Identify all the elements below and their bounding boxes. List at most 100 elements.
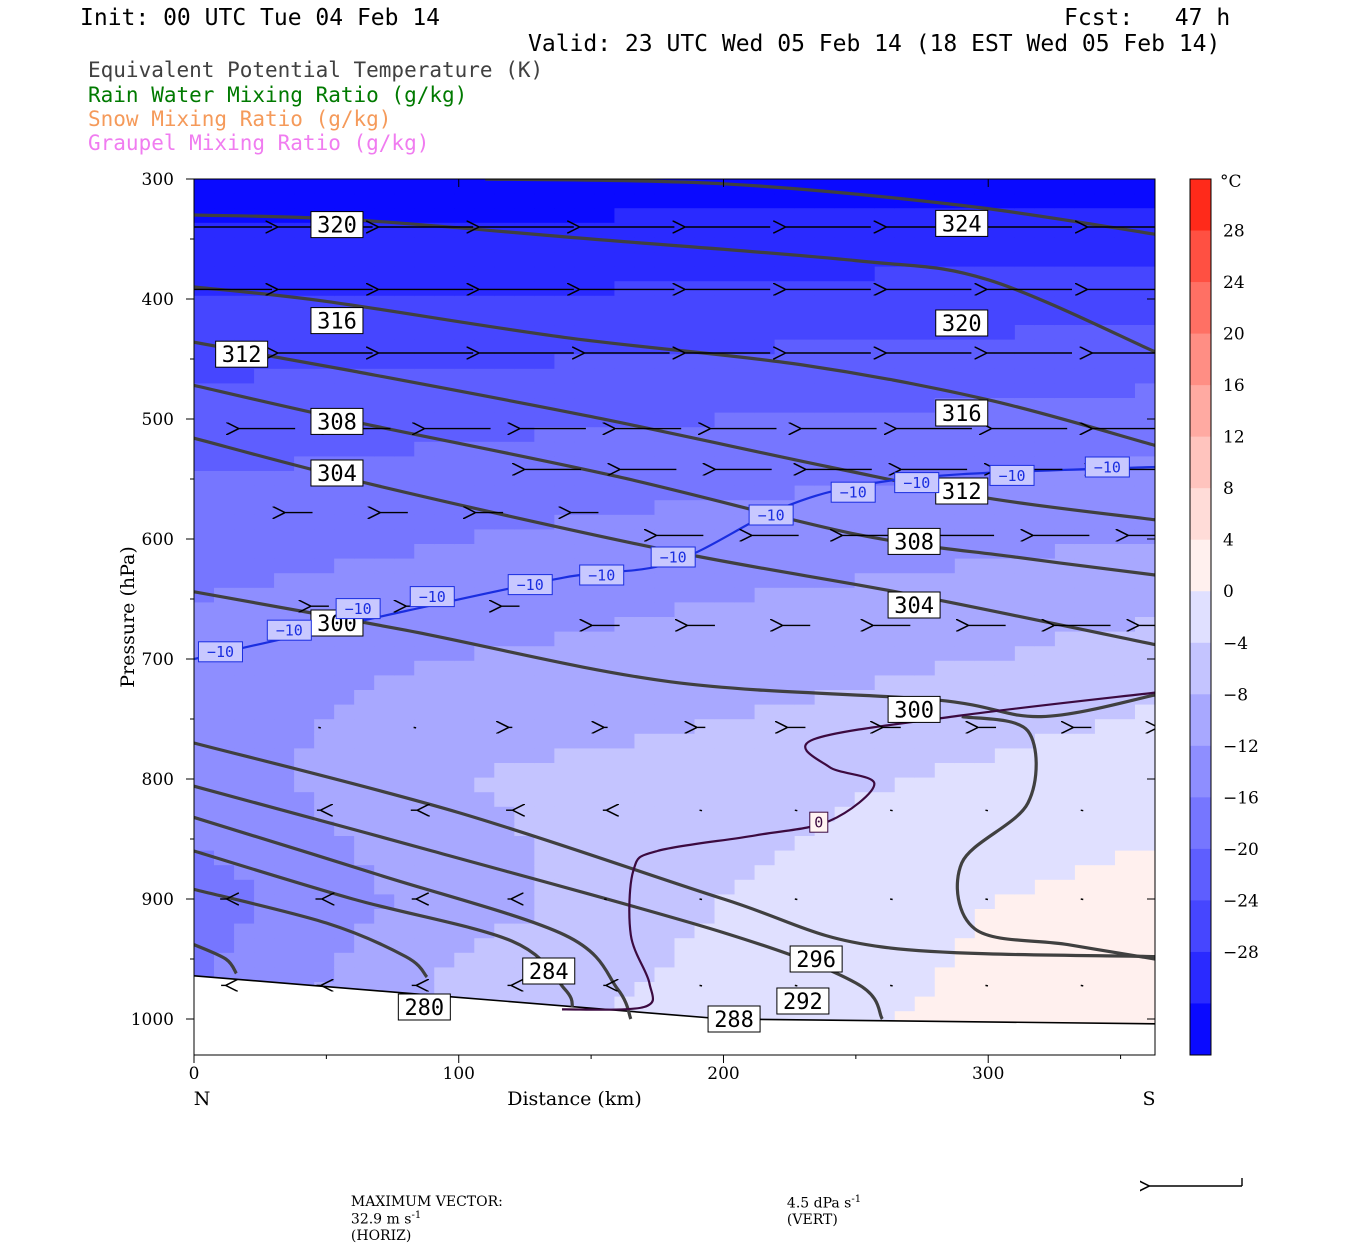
temperature-cell bbox=[514, 471, 535, 487]
temperature-cell bbox=[714, 193, 736, 209]
temperature-cell bbox=[254, 850, 275, 866]
temperature-cell bbox=[1134, 427, 1155, 443]
temperature-cell bbox=[494, 748, 515, 764]
temperature-cell bbox=[1014, 587, 1036, 603]
temperature-cell bbox=[914, 310, 936, 326]
temperature-cell bbox=[1054, 471, 1076, 487]
temperature-cell bbox=[234, 573, 255, 589]
temperature-cell bbox=[1074, 485, 1096, 501]
temperature-cell bbox=[614, 427, 636, 443]
temperature-cell bbox=[1074, 806, 1096, 822]
temperature-cell bbox=[694, 295, 716, 311]
theta-e-label: 304 bbox=[317, 462, 357, 487]
y-tick-label: 1000 bbox=[131, 1010, 174, 1030]
temperature-cell bbox=[554, 704, 575, 720]
temperature-cell bbox=[214, 617, 235, 633]
temperature-cell bbox=[954, 806, 976, 822]
temperature-cell bbox=[694, 222, 716, 238]
legend-rain: Rain Water Mixing Ratio (g/kg) bbox=[88, 83, 468, 107]
temperature-cell bbox=[654, 295, 676, 311]
temperature-cell bbox=[354, 909, 375, 925]
temperature-cell bbox=[734, 310, 756, 326]
temperature-cell bbox=[334, 909, 355, 925]
temperature-cell bbox=[574, 923, 596, 939]
temperature-cell bbox=[294, 441, 315, 457]
temperature-cell bbox=[674, 967, 696, 983]
temperature-cell bbox=[994, 894, 1016, 910]
temperature-cell bbox=[394, 500, 415, 516]
temperature-cell bbox=[674, 733, 696, 749]
temperature-cell bbox=[714, 792, 736, 808]
temperature-cell bbox=[674, 646, 696, 662]
temperature-cell bbox=[294, 412, 315, 428]
temperature-cell bbox=[434, 485, 455, 501]
temperature-cell bbox=[714, 354, 736, 370]
temperature-cell bbox=[974, 441, 996, 457]
temperature-cell bbox=[1034, 806, 1056, 822]
temperature-cell bbox=[654, 398, 676, 414]
temperature-cell bbox=[314, 675, 335, 691]
temperature-cell bbox=[754, 237, 776, 253]
temperature-cell bbox=[514, 383, 535, 399]
temperature-cell bbox=[1134, 587, 1155, 603]
temperature-cell bbox=[874, 967, 896, 983]
temperature-cell bbox=[374, 266, 395, 282]
colorbar-tick-label: 24 bbox=[1223, 273, 1245, 293]
temperature-cell bbox=[914, 748, 936, 764]
temperature-cell bbox=[354, 748, 375, 764]
temperature-cell bbox=[914, 500, 936, 516]
temperature-cell bbox=[1054, 544, 1076, 560]
temperature-cell bbox=[494, 485, 515, 501]
temperature-cell bbox=[634, 398, 656, 414]
temperature-cell bbox=[654, 252, 676, 268]
temperature-cell bbox=[734, 368, 756, 384]
temperature-cell bbox=[194, 529, 215, 545]
temperature-cell bbox=[854, 952, 876, 968]
temperature-cell bbox=[794, 339, 816, 355]
temperature-cell bbox=[654, 310, 676, 326]
temperature-cell bbox=[734, 763, 756, 779]
temperature-cell bbox=[534, 383, 555, 399]
temperature-cell bbox=[474, 573, 495, 589]
temperature-cell bbox=[494, 427, 515, 443]
temperature-cell bbox=[654, 631, 676, 647]
temperature-cell bbox=[354, 237, 375, 253]
temperature-cell bbox=[1034, 587, 1056, 603]
isotherm-minus10-label-box bbox=[197, 641, 243, 663]
wind-vector bbox=[1080, 809, 1084, 812]
temperature-cell bbox=[634, 354, 656, 370]
temperature-cell bbox=[934, 763, 956, 779]
temperature-cell bbox=[354, 836, 375, 852]
temperature-cell bbox=[1114, 938, 1136, 954]
temperature-cell bbox=[834, 675, 856, 691]
colorbar-swatch bbox=[1190, 745, 1211, 798]
temperature-cell bbox=[534, 544, 555, 560]
temperature-cell bbox=[1114, 836, 1136, 852]
temperature-cell bbox=[974, 193, 996, 209]
temperature-cell bbox=[794, 544, 816, 560]
temperature-cell bbox=[834, 982, 856, 998]
temperature-cell bbox=[1074, 398, 1096, 414]
temperature-cell bbox=[574, 909, 596, 925]
temperature-cell bbox=[1114, 879, 1136, 895]
temperature-cell bbox=[1114, 441, 1136, 457]
temperature-cell bbox=[334, 339, 355, 355]
temperature-cell bbox=[374, 325, 395, 341]
temperature-cell bbox=[814, 500, 836, 516]
temperature-cell bbox=[294, 544, 315, 560]
temperature-cell bbox=[954, 514, 976, 530]
temperature-cell bbox=[914, 982, 936, 998]
temperature-cell bbox=[254, 660, 275, 676]
temperature-cell bbox=[774, 573, 796, 589]
temperature-cell bbox=[974, 777, 996, 793]
temperature-cell bbox=[354, 763, 375, 779]
temperature-cell bbox=[894, 558, 916, 574]
temperature-cell bbox=[734, 193, 756, 209]
temperature-cell bbox=[754, 617, 776, 633]
temperature-cell bbox=[614, 938, 636, 954]
temperature-cell bbox=[234, 690, 255, 706]
temperature-cell bbox=[554, 310, 575, 326]
temperature-cell bbox=[854, 266, 876, 282]
temperature-cell bbox=[954, 339, 976, 355]
temperature-cell bbox=[914, 325, 936, 341]
